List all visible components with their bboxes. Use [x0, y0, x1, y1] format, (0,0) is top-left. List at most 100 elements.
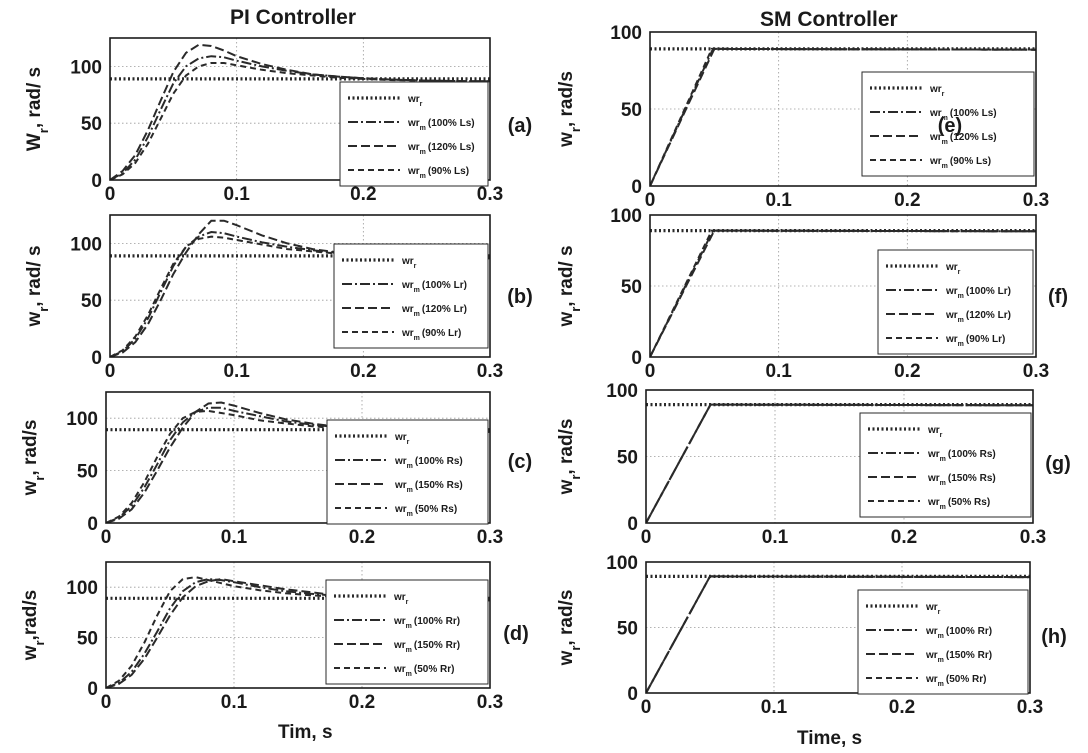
x-tick-label: 0 [101, 527, 112, 548]
x-tick-label: 0 [645, 190, 656, 211]
y-tick-label: 0 [87, 679, 98, 700]
legend-box [339, 81, 489, 187]
x-tick-label: 0.2 [894, 190, 920, 211]
y-axis-label: wr, rad/s [556, 71, 583, 148]
axes-frame [649, 214, 1037, 358]
legend-entry: wrm (150% Rs) [394, 480, 463, 494]
y-tick-label: 50 [77, 462, 98, 483]
x-tick-label: 0 [101, 692, 112, 713]
axes-frame [109, 214, 491, 358]
y-tick-label: 50 [77, 629, 98, 650]
x-tick-label: 0 [641, 697, 652, 718]
x-tick-label: 0.1 [762, 527, 789, 548]
x-tick-label: 0.2 [889, 697, 915, 718]
legend-box [857, 589, 1029, 695]
x-tick-label: 0.2 [350, 184, 376, 205]
legend-entry: wrr [401, 256, 417, 270]
legend-entry: wrm (90% Lr) [945, 334, 1005, 348]
legend: wrr wrm (100% Ls) wrm (120% Ls) wrm (90% Ls) [861, 71, 1035, 177]
panel-label: (b) [507, 286, 533, 308]
y-tick-label: 100 [610, 206, 642, 227]
legend-entry: wrr [407, 94, 423, 108]
y-tick-label: 0 [631, 348, 642, 369]
legend-entry: wrm (50% Rr) [393, 664, 454, 678]
x-tick-label: 0.1 [761, 697, 788, 718]
series-line-4 [646, 403, 1033, 523]
y-tick-label: 50 [81, 114, 102, 135]
panel-label: (f) [1048, 286, 1068, 308]
y-tick-label: 0 [627, 514, 638, 535]
x-tick-label: 0.2 [349, 527, 375, 548]
y-tick-label: 100 [606, 381, 638, 402]
x-tick-label: 0.1 [223, 184, 250, 205]
x-tick-label: 0.3 [477, 692, 503, 713]
panel-label: (h) [1041, 626, 1067, 648]
y-tick-label: 50 [621, 100, 642, 121]
x-tick-label: 0 [645, 361, 656, 382]
panel-label: (d) [503, 623, 529, 645]
axes-frame [645, 561, 1031, 694]
panel-label: (e) [938, 115, 962, 137]
x-tick-label: 0.1 [223, 361, 250, 382]
legend: wrr wrm (100% Rr) wrm (150% Rr) wrm (50% Rr) [857, 589, 1029, 695]
x-tick-label: 0.1 [765, 190, 792, 211]
panel-f: 0 0.1 0.2 0.3 0 50 100 wr, rad/ s wrr wrm (100% Lr… [556, 206, 1068, 382]
y-axis-label: wr, rad/ s [24, 245, 51, 327]
y-tick-label: 100 [66, 409, 98, 430]
legend-box [861, 71, 1035, 177]
panel-a: 0 0.1 0.2 0.3 0 50 100 Wr, rad/ s wrr wrm (100% Ls… [24, 37, 532, 205]
legend-box [325, 579, 489, 685]
legend: wrr wrm (100% Ls) wrm (120% Ls) wrm (90% Ls) [339, 81, 489, 187]
y-tick-label: 50 [621, 277, 642, 298]
x-tick-label: 0 [641, 527, 652, 548]
series-line-4 [650, 229, 1036, 357]
x-tick-label: 0 [105, 361, 116, 382]
y-tick-label: 0 [631, 177, 642, 198]
panel-label: (g) [1045, 453, 1071, 475]
y-axis-label: wr, rad/s [20, 420, 47, 497]
panel-g: 0 0.1 0.2 0.3 0 50 100 wr, rad/s wrr wrm (100% Rs)… [556, 381, 1071, 548]
x-axis-label-right: Time, s [797, 728, 863, 749]
legend: wrr wrm (100% Lr) wrm (120% Lr) wrm (90% Lr) [877, 249, 1034, 355]
y-tick-label: 0 [87, 514, 98, 535]
panel-e: 0 0.1 0.2 0.3 0 50 100 wr, rad/s wrr wrm (100% Ls)… [556, 23, 1049, 211]
panel-b: 0 0.1 0.2 0.3 0 50 100 wr, rad/ s wrr wrm (100% Lr… [24, 214, 533, 382]
y-axis-label: wr, rad/ s [556, 245, 583, 327]
pi-controller-title: PI Controller [230, 6, 357, 29]
x-tick-label: 0.1 [221, 692, 248, 713]
x-tick-label: 0.2 [350, 361, 376, 382]
series-line-4 [110, 235, 490, 357]
legend-entry: wrr [927, 425, 943, 439]
panel-c: 0 0.1 0.2 0.3 0 50 100 wr, rad/s wrr wrm (100% Rs)… [20, 391, 532, 548]
axes-frame [105, 391, 491, 524]
legend-box [859, 412, 1032, 518]
legend-entry: wrm (100% Rr) [393, 616, 460, 630]
y-tick-label: 100 [66, 578, 98, 599]
y-tick-label: 50 [617, 448, 638, 469]
legend-entry: wrm (150% Rs) [927, 473, 996, 487]
y-tick-label: 50 [81, 291, 102, 312]
y-tick-label: 0 [627, 684, 638, 705]
series-line-4 [650, 47, 1036, 186]
x-axis-label-left: Tim, s [278, 722, 333, 743]
legend-box [333, 243, 489, 349]
legend-entry: wrm (50% Rs) [394, 504, 457, 518]
legend-entry: wrm (100% Lr) [401, 280, 467, 294]
y-tick-label: 100 [610, 23, 642, 44]
axes-frame [109, 37, 491, 181]
x-tick-label: 0.3 [477, 361, 503, 382]
x-tick-label: 0.2 [894, 361, 920, 382]
panel-label: (a) [508, 115, 532, 137]
legend-entry: wrm (100% Ls) [407, 118, 475, 132]
x-tick-label: 0 [105, 184, 116, 205]
y-axis-label: wr, rad/s [556, 419, 583, 496]
panel-label: (c) [508, 451, 532, 473]
legend-entry: wrm (150% Rr) [925, 650, 992, 664]
legend-entry: wrm (120% Ls) [929, 132, 997, 146]
series-line-2 [106, 406, 490, 523]
y-tick-label: 100 [606, 553, 638, 574]
legend: wrr wrm (100% Lr) wrm (120% Lr) wrm (90% Lr) [333, 243, 489, 349]
legend-entry: wrm (100% Lr) [945, 286, 1011, 300]
